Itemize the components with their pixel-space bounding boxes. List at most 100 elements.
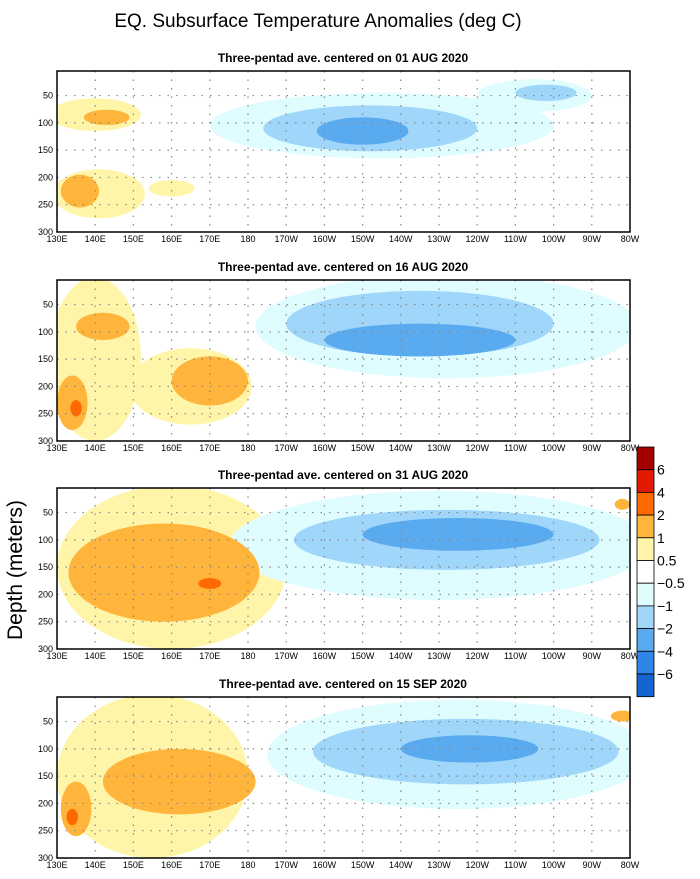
y-tick-label: 250 (38, 409, 53, 419)
x-tick-label: 140W (389, 651, 413, 661)
colorbar-swatch (636, 673, 655, 698)
y-tick-label: 50 (43, 91, 53, 101)
anomaly-region (400, 735, 539, 763)
colorbar-swatch (636, 446, 655, 471)
anomaly-region (70, 400, 82, 417)
x-tick-label: 110W (504, 443, 527, 453)
x-tick-label: 130W (427, 651, 451, 661)
y-tick-label: 150 (38, 145, 53, 155)
x-tick-label: 150E (123, 651, 144, 661)
x-tick-label: 180 (240, 860, 255, 870)
x-tick-label: 170E (199, 651, 220, 661)
anomaly-region (171, 356, 248, 406)
plot-frame (56, 487, 631, 650)
chart-title: EQ. Subsurface Temperature Anomalies (de… (114, 11, 521, 32)
x-tick-label: 150W (351, 651, 375, 661)
x-tick-label: 150E (123, 234, 144, 244)
y-tick-label: 300 (38, 227, 53, 237)
x-tick-label: 140E (85, 234, 106, 244)
anomaly-region (362, 518, 554, 551)
x-tick-label: 170W (274, 651, 298, 661)
panel-1: Three-pentad ave. centered on 01 AUG 202… (38, 51, 640, 244)
y-tick-label: 150 (38, 771, 53, 781)
y-tick-label: 300 (38, 853, 53, 863)
y-tick-label: 200 (38, 381, 53, 391)
colorbar-label: −6 (657, 666, 673, 682)
colorbar-swatch (636, 628, 655, 652)
x-tick-label: 170E (199, 443, 220, 453)
anomaly-region (198, 578, 222, 589)
x-tick-label: 160E (161, 860, 182, 870)
y-tick-label: 200 (38, 172, 53, 182)
x-tick-label: 140W (389, 234, 413, 244)
colorbar-swatch (636, 514, 655, 539)
x-tick-label: 120W (465, 443, 489, 453)
anomaly-region (610, 710, 630, 722)
x-tick-label: 160W (313, 443, 337, 453)
x-tick-label: 130W (427, 443, 451, 453)
anomaly-region (60, 174, 100, 208)
y-tick-label: 200 (38, 798, 53, 808)
colorbar-label: 6 (657, 462, 665, 478)
x-tick-label: 140W (389, 860, 413, 870)
colorbar: 6 4 2 1 0.5 −0.5 −1 −2 −4 −6 (636, 446, 685, 698)
colorbar-swatch (636, 582, 655, 607)
x-tick-label: 170W (274, 234, 298, 244)
panel-title: Three-pentad ave. centered on 31 AUG 202… (218, 468, 469, 482)
y-tick-label: 250 (38, 617, 53, 627)
y-tick-label: 200 (38, 589, 53, 599)
y-tick-label: 150 (38, 354, 53, 364)
x-tick-label: 150W (351, 860, 375, 870)
anomaly-region (148, 180, 195, 197)
x-tick-label: 80W (621, 443, 640, 453)
x-tick-label: 140W (389, 443, 413, 453)
y-tick-label: 100 (38, 744, 53, 754)
colorbar-label: 4 (657, 484, 665, 500)
colorbar-label: 2 (657, 507, 665, 523)
x-tick-label: 80W (621, 860, 640, 870)
anomaly-region (102, 748, 256, 815)
x-tick-label: 150E (123, 860, 144, 870)
x-tick-label: 160E (161, 234, 182, 244)
y-tick-label: 50 (43, 717, 53, 727)
plot-frame (56, 279, 631, 442)
x-tick-label: 110W (504, 234, 527, 244)
x-tick-label: 90W (583, 860, 602, 870)
anomaly-region (76, 312, 130, 341)
x-tick-label: 130W (427, 234, 451, 244)
y-tick-label: 100 (38, 535, 53, 545)
x-tick-label: 130W (427, 860, 451, 870)
x-tick-label: 170E (199, 234, 220, 244)
anomaly-region (60, 781, 92, 837)
x-tick-label: 80W (621, 234, 640, 244)
x-tick-label: 160W (313, 860, 337, 870)
y-tick-label: 250 (38, 826, 53, 836)
x-tick-label: 130E (46, 234, 67, 244)
colorbar-label: −1 (657, 598, 673, 614)
panel-title: Three-pentad ave. centered on 15 SEP 202… (219, 677, 467, 691)
x-tick-label: 90W (583, 234, 602, 244)
panel-3: Three-pentad ave. centered on 31 AUG 202… (38, 468, 640, 661)
colorbar-swatch (636, 537, 655, 561)
panel-2: Three-pentad ave. centered on 16 AUG 202… (38, 260, 640, 453)
x-tick-label: 170W (274, 443, 298, 453)
x-tick-label: 160W (313, 651, 337, 661)
plot-frame (56, 696, 631, 859)
x-tick-label: 180 (240, 443, 255, 453)
x-tick-label: 130E (46, 860, 67, 870)
x-tick-label: 160E (161, 651, 182, 661)
colorbar-label: 0.5 (657, 553, 677, 569)
panel-title: Three-pentad ave. centered on 01 AUG 202… (218, 51, 469, 65)
colorbar-swatch (636, 560, 655, 584)
x-tick-label: 130E (46, 443, 67, 453)
colorbar-swatch (636, 491, 655, 516)
panel-title: Three-pentad ave. centered on 16 AUG 202… (218, 260, 469, 274)
x-tick-label: 150W (351, 234, 375, 244)
x-tick-label: 130E (46, 651, 67, 661)
y-tick-label: 300 (38, 436, 53, 446)
x-tick-label: 140E (85, 860, 106, 870)
colorbar-swatch (636, 650, 655, 675)
anomaly-region (68, 523, 260, 622)
x-tick-label: 80W (621, 651, 640, 661)
